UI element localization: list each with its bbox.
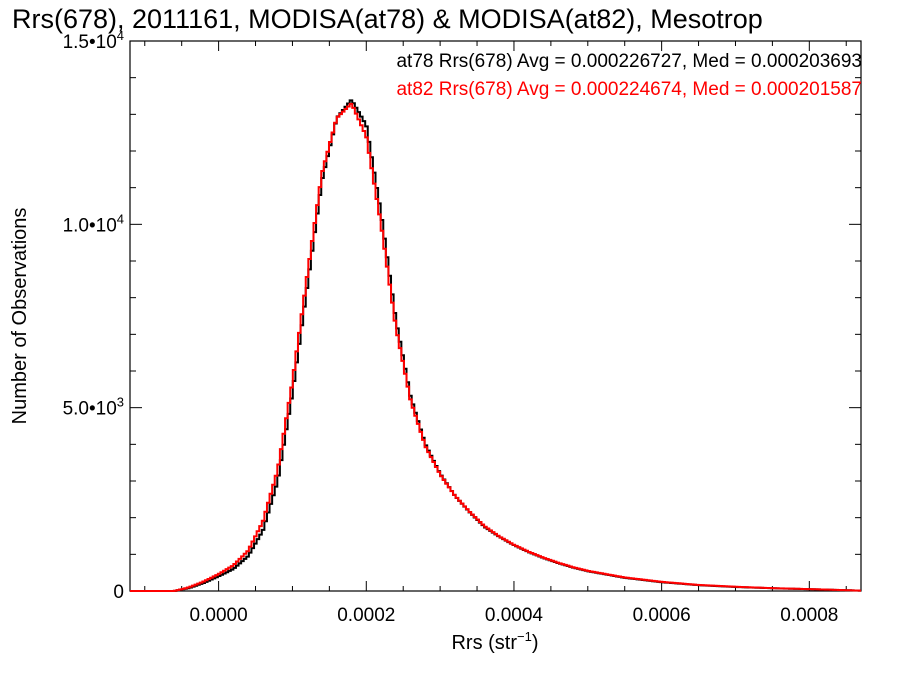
legend-entry-at82: at82 Rrs(678) Avg = 0.000224674, Med = 0… — [396, 79, 862, 100]
x-tick-label: 0.0006 — [633, 605, 691, 626]
y-tick-label: 1.5•104 — [63, 28, 124, 53]
series-layer — [130, 99, 861, 592]
y-tick-label: 1.0•104 — [63, 211, 124, 236]
x-axis-label-main: Rrs (str — [451, 632, 517, 654]
chart-title: Rrs(678), 2011161, MODISA(at78) & MODISA… — [12, 4, 763, 34]
series-at82-line — [130, 102, 861, 592]
x-axis-label: Rrs (str−1) — [451, 629, 538, 654]
x-axis-label-close: ) — [532, 632, 539, 654]
y-tick-label: 5.0•103 — [63, 395, 124, 420]
x-tick-label: 0.0004 — [485, 605, 544, 626]
x-axis-label-sup: −1 — [517, 629, 532, 644]
x-tick-label: 0.0000 — [190, 605, 248, 626]
y-axis-label: Number of Observations — [9, 208, 31, 425]
y-tick-label: 0 — [113, 582, 124, 603]
x-tick-label: 0.0008 — [780, 605, 838, 626]
axis-ticks: 0.0000 0.0002 0.0004 0.0006 0.0008 0 5.0•103 1.… — [63, 28, 861, 626]
x-tick-label: 0.0002 — [337, 605, 395, 626]
series-at78-line — [130, 99, 861, 592]
plot-frame — [129, 40, 862, 592]
legend-entry-at78: at78 Rrs(678) Avg = 0.000226727, Med = 0… — [396, 51, 862, 72]
plot-area — [129, 40, 862, 592]
